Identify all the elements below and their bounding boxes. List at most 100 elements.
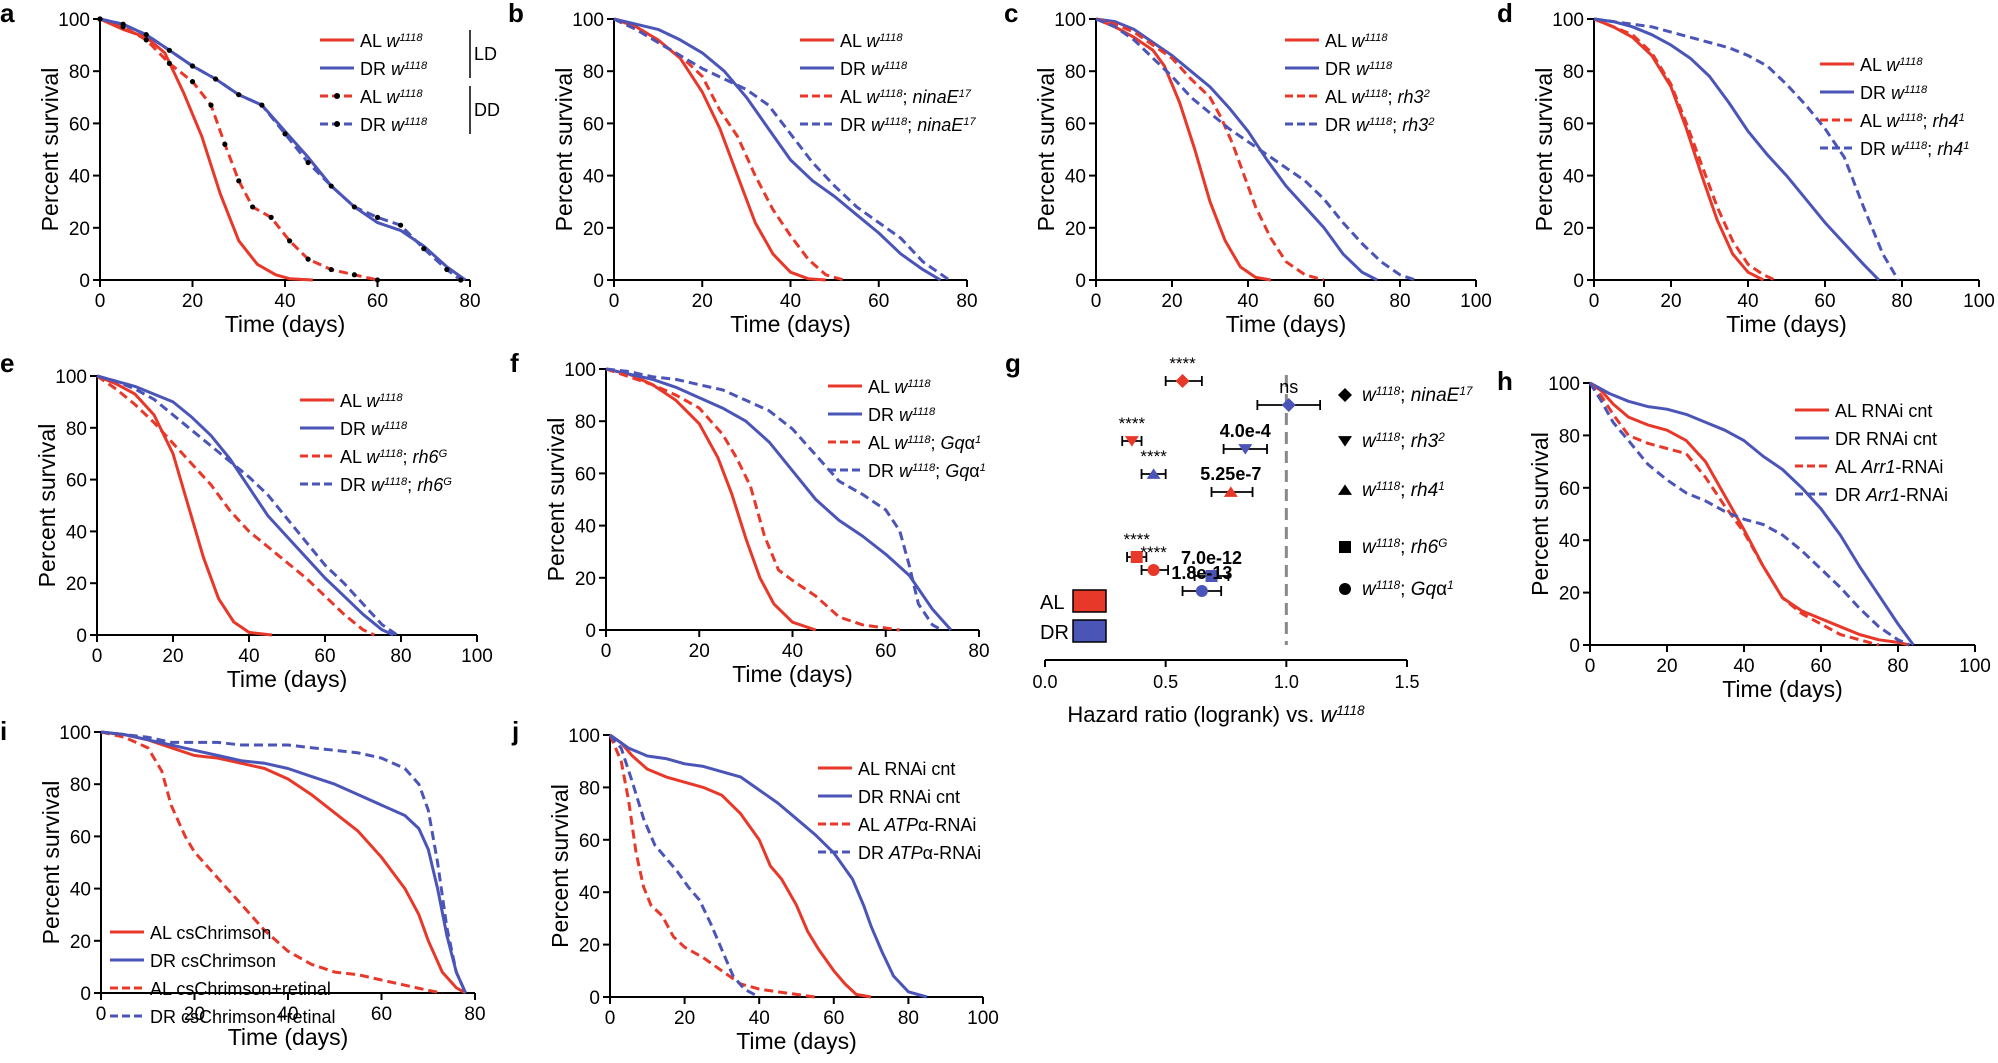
- x-tick-label: 20: [1660, 291, 1681, 312]
- y-tick-label: 100: [564, 360, 596, 381]
- genotype-legend-label-part: w: [1362, 537, 1377, 558]
- legend-label-part: w: [391, 59, 405, 79]
- panel-letter-h-part: h: [1497, 366, 1513, 396]
- legend-label: AL w1118: [340, 391, 403, 411]
- genotype-legend-label: w1118; rh32: [1362, 431, 1445, 453]
- x-tick-label: 100: [967, 1008, 999, 1029]
- y-axis-label-part: Percent survival: [543, 418, 569, 582]
- legend-label-part: w: [1891, 83, 1905, 103]
- y-tick-label-part: 60: [1559, 479, 1580, 500]
- x-tick-label: 40: [780, 291, 801, 312]
- y-axis-label-part: Percent survival: [38, 781, 64, 945]
- y-tick-label: 100: [1054, 10, 1086, 31]
- legend-label-part: ;: [907, 115, 917, 135]
- y-axis-label-part: Percent survival: [37, 68, 63, 232]
- legend-group-ld: LD: [474, 44, 497, 64]
- y-tick-label: 40: [583, 167, 604, 188]
- x-tick-label-part: 20: [162, 646, 183, 667]
- x-tick-label-part: 60: [875, 641, 896, 662]
- series-line-al-solid: [605, 367, 817, 632]
- legend-label-part: w: [1356, 59, 1370, 79]
- legend-label-part: Gq: [945, 461, 969, 481]
- series-line-al-dashed: [1095, 17, 1325, 282]
- series-line-dr-solid: [99, 17, 467, 282]
- panel-a: a 0 20 40 60 80 0 20 40 60 80 100 Time (days) Percent…: [0, 0, 500, 337]
- y-tick-label-part: 20: [1563, 219, 1584, 240]
- data-point-marker: [189, 79, 196, 85]
- genotype-legend-label-part: G: [1438, 537, 1447, 550]
- legend-label-part: DR: [340, 475, 371, 495]
- panel-h: h 0 20 40 60 80 100 0 20 40 60 80 100 Time (days) Perc…: [1497, 366, 1991, 702]
- series-line-al-dashed: [96, 374, 376, 637]
- y-tick-label: 40: [1559, 531, 1580, 552]
- y-tick-label: 100: [568, 726, 600, 747]
- x-tick-label: 40: [238, 646, 259, 667]
- data-point-marker: [250, 204, 256, 210]
- y-tick-label-part: 80: [1559, 426, 1580, 447]
- y-tick-label: 40: [1563, 167, 1584, 188]
- data-point-marker: [444, 266, 450, 273]
- legend-label-part: 1118: [404, 116, 428, 128]
- data-point-marker: [143, 37, 149, 43]
- genotype-legend-label-part: 17: [1459, 385, 1473, 398]
- triangle-down-marker: [1238, 444, 1253, 455]
- legend-label-part: AL: [1325, 31, 1351, 51]
- legend-label-part: Arr1: [1865, 485, 1900, 505]
- x-tick-label: 60: [1313, 291, 1334, 312]
- x-tick-label-part: 40: [1733, 656, 1754, 677]
- y-tick-label: 80: [1559, 426, 1580, 447]
- x-tick-label: 80: [1891, 291, 1912, 312]
- legend-label: DR w1118: [1325, 59, 1393, 79]
- legend-label-part: 1118: [912, 462, 936, 474]
- legend-label-part: AL: [340, 391, 366, 411]
- x-tick-label: 100: [1959, 656, 1991, 677]
- legend-label: AL w1118: [1325, 31, 1388, 51]
- x-tick-label: 80: [459, 291, 480, 312]
- y-tick-label-part: 20: [579, 936, 600, 957]
- x-tick-label-part: 60: [1313, 291, 1334, 312]
- y-axis-label: Percent survival: [551, 68, 577, 232]
- legend-label-part: 1118: [1369, 116, 1393, 128]
- legend-label: AL w1118; ninaE17: [840, 87, 972, 107]
- legend-label-part: DR: [840, 115, 871, 135]
- data-point-marker: [236, 178, 242, 184]
- genotype-legend-label-part: 1118: [1376, 537, 1401, 550]
- y-tick-label: 100: [55, 367, 87, 388]
- y-tick-label: 20: [69, 219, 90, 240]
- panel-g: g 0.0 0.5 1.0 1.5 Hazard ratio (logrank) vs. …: [1005, 348, 1473, 727]
- series-line-dr-dashed: [1593, 17, 1900, 281]
- data-point-marker: [97, 16, 103, 22]
- x-tick-label-part: 20: [182, 291, 203, 312]
- x-tick-label-part: 80: [390, 646, 411, 667]
- x-axis-label-part: Time (days): [736, 1028, 857, 1054]
- legend-label-part: AL: [840, 87, 866, 107]
- legend-label: AL w1118; rh32: [1325, 87, 1431, 107]
- series-line-al-dashed: [605, 367, 900, 632]
- diamond-marker: [1281, 398, 1296, 412]
- legend-label-part: w: [1891, 139, 1905, 159]
- x-tick-label-part: 80: [968, 641, 989, 662]
- significance-label-part: ****: [1123, 530, 1150, 549]
- legend-label-part: w: [871, 115, 885, 135]
- x-axis-label: Time (days): [225, 311, 346, 337]
- y-tick-label: 20: [1563, 219, 1584, 240]
- legend-label-part: 17: [963, 116, 976, 128]
- y-tick-label: 40: [69, 167, 90, 188]
- legend-label-part: rh3: [1398, 87, 1424, 107]
- legend-label: DR RNAi cnt: [858, 787, 960, 807]
- legend-label-part: -RNAi: [1895, 457, 1943, 477]
- legend-label: DR w1118: [868, 405, 936, 425]
- series-line-al-solid: [99, 17, 313, 282]
- legend-label: DR w1118: [360, 115, 428, 135]
- x-axis-label-part: Time (days): [228, 1024, 349, 1050]
- y-tick-label-part: 40: [1559, 531, 1580, 552]
- series-line-al-dashed: [1593, 17, 1776, 282]
- series-line-dr-solid: [1593, 17, 1880, 282]
- y-tick-label-part: 80: [66, 419, 87, 440]
- x-tick-label-part: 40: [277, 1004, 298, 1025]
- y-tick-label: 40: [579, 883, 600, 904]
- x-tick-label: 40: [277, 1004, 298, 1025]
- legend-label-part: Gq: [941, 433, 965, 453]
- legend-label-part: 1118: [384, 420, 408, 432]
- series-line-dr-solid: [605, 367, 953, 631]
